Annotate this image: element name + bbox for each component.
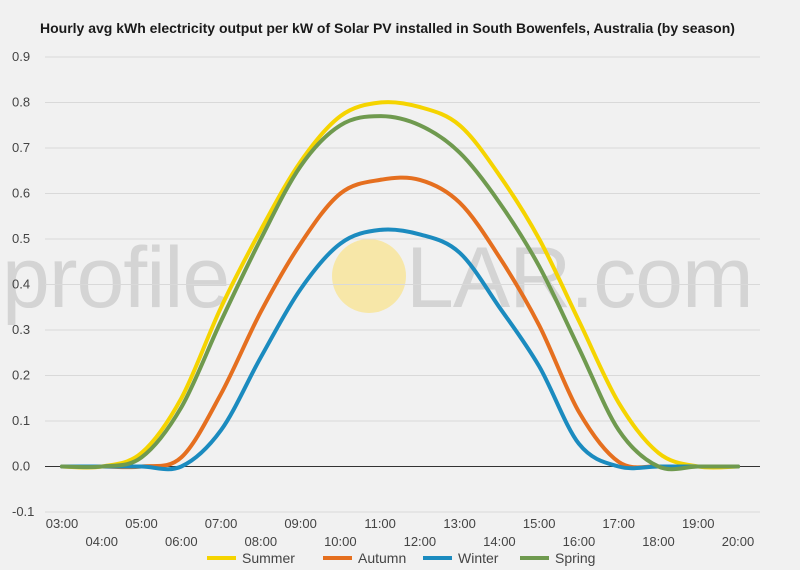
watermark-sun-icon bbox=[332, 239, 406, 313]
watermark-left-text: profile bbox=[2, 230, 229, 326]
y-tick-label: 0.7 bbox=[12, 140, 30, 155]
x-tick-label: 20:00 bbox=[722, 534, 755, 549]
x-tick-label: 09:00 bbox=[284, 516, 317, 531]
y-tick-label: 0.3 bbox=[12, 322, 30, 337]
legend-label-autumn: Autumn bbox=[358, 550, 406, 566]
x-tick-label: 10:00 bbox=[324, 534, 357, 549]
x-tick-label: 08:00 bbox=[245, 534, 278, 549]
x-tick-label: 03:00 bbox=[46, 516, 79, 531]
x-tick-label: 15:00 bbox=[523, 516, 556, 531]
x-tick-label: 13:00 bbox=[443, 516, 476, 531]
y-tick-label: 0.9 bbox=[12, 49, 30, 64]
x-tick-label: 05:00 bbox=[125, 516, 158, 531]
x-tick-label: 14:00 bbox=[483, 534, 516, 549]
series-line-autumn bbox=[60, 175, 740, 470]
y-tick-label: 0.4 bbox=[12, 277, 30, 292]
y-tick-label: -0.1 bbox=[12, 504, 34, 519]
chart-title: Hourly avg kWh electricity output per kW… bbox=[40, 20, 735, 36]
watermark-right-text: LAR.com bbox=[406, 230, 753, 326]
legend-label-summer: Summer bbox=[242, 550, 295, 566]
legend-label-winter: Winter bbox=[458, 550, 499, 566]
x-tick-label: 18:00 bbox=[642, 534, 675, 549]
x-tick-label: 04:00 bbox=[85, 534, 118, 549]
y-tick-label: 0.8 bbox=[12, 95, 30, 110]
y-tick-label: 0.6 bbox=[12, 186, 30, 201]
y-tick-label: 0.2 bbox=[12, 368, 30, 383]
x-axis-ticks: 03:00 04:00 05:00 06:00 07:00 08:00 09:00 10:00… bbox=[46, 516, 755, 549]
legend: Summer Autumn Winter Spring bbox=[207, 550, 595, 566]
legend-label-spring: Spring bbox=[555, 550, 595, 566]
series-line-winter bbox=[60, 227, 740, 472]
x-tick-label: 17:00 bbox=[602, 516, 635, 531]
x-tick-label: 12:00 bbox=[404, 534, 437, 549]
series-line-summer bbox=[60, 100, 740, 470]
x-tick-label: 11:00 bbox=[364, 516, 396, 531]
y-axis-ticks: -0.1 0.0 0.1 0.2 0.3 0.4 0.5 0.6 0.7 0.8 0.9 bbox=[12, 49, 34, 519]
x-tick-label: 06:00 bbox=[165, 534, 198, 549]
watermark: profile LAR.com bbox=[2, 230, 754, 326]
y-tick-label: 0.0 bbox=[12, 459, 30, 474]
series-line-spring bbox=[60, 114, 740, 472]
x-tick-label: 19:00 bbox=[682, 516, 715, 531]
x-tick-label: 07:00 bbox=[205, 516, 238, 531]
y-tick-label: 0.1 bbox=[12, 413, 30, 428]
y-tick-label: 0.5 bbox=[12, 231, 30, 246]
x-tick-label: 16:00 bbox=[563, 534, 596, 549]
series-lines bbox=[60, 100, 740, 472]
